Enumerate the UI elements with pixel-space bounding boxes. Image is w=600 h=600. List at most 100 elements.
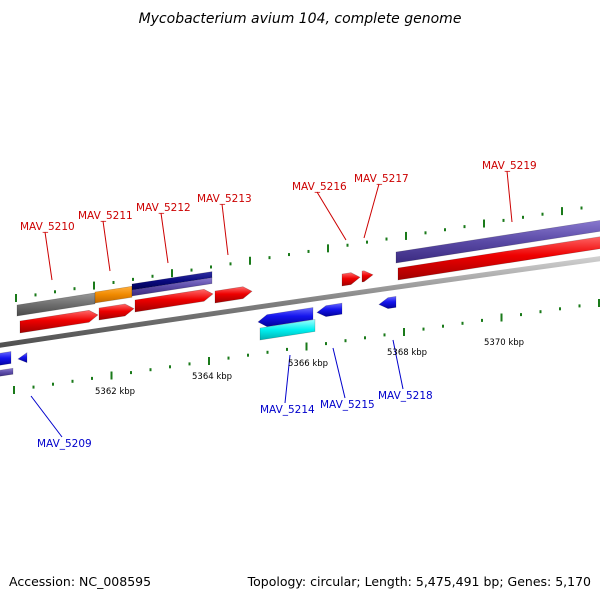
lower-tick xyxy=(266,350,269,354)
lower-tick xyxy=(520,313,522,317)
lower-tick xyxy=(403,328,405,336)
upper-tick xyxy=(210,265,212,269)
upper-tick xyxy=(190,268,193,272)
lower-tick xyxy=(52,382,54,386)
upper-tick xyxy=(112,280,115,284)
gene-label-forward: MAV_5210 xyxy=(20,221,75,233)
backbone-line xyxy=(0,256,600,348)
gene-label-forward: MAV_5216 xyxy=(292,181,347,193)
lower-tick xyxy=(461,321,464,325)
gene-label-reverse: MAV_5218 xyxy=(378,390,433,402)
upper-tick xyxy=(93,281,95,290)
lower-tick xyxy=(149,368,152,372)
lower-tick xyxy=(208,357,210,365)
lower-tick xyxy=(130,371,132,375)
lower-tick xyxy=(578,304,581,308)
gene-label-forward: MAV_5211 xyxy=(78,210,133,222)
gene-bar-gray xyxy=(16,292,96,317)
cds-reverse xyxy=(316,302,343,317)
label-leader-line xyxy=(332,347,346,399)
upper-tick xyxy=(288,253,290,257)
tick-marks xyxy=(13,206,600,394)
cds-forward xyxy=(98,303,135,321)
upper-tick xyxy=(424,231,427,235)
gene-label-reverse: MAV_5215 xyxy=(320,399,375,411)
lower-tick xyxy=(286,347,288,351)
lower-tick xyxy=(422,327,425,331)
lower-tick xyxy=(305,342,308,351)
gene-label-reverse: MAV_5209 xyxy=(37,438,92,450)
gene-label-forward: MAV_5219 xyxy=(482,160,537,172)
cds-forward xyxy=(214,286,253,304)
lower-tick xyxy=(32,385,35,389)
lower-tick xyxy=(500,313,503,322)
upper-tick xyxy=(327,244,329,253)
lower-tick xyxy=(247,353,249,357)
gene-label-forward: MAV_5212 xyxy=(136,202,191,214)
upper-tick xyxy=(561,207,563,216)
cds-forward xyxy=(397,236,600,281)
label-leader-line xyxy=(363,183,380,239)
upper-tick xyxy=(54,290,56,294)
label-leader-line xyxy=(160,212,169,264)
lower-tick xyxy=(481,318,483,322)
upper-tick xyxy=(15,294,17,302)
lower-tick xyxy=(169,365,171,369)
upper-tick xyxy=(502,218,505,222)
label-leader-line xyxy=(102,220,111,272)
gene-bar-purple xyxy=(0,367,14,377)
lower-tick xyxy=(325,342,327,346)
upper-tick xyxy=(34,293,37,297)
cds-reverse xyxy=(378,296,397,309)
upper-tick xyxy=(307,249,310,253)
label-leader-line xyxy=(316,191,347,241)
scale-label: 5366 kbp xyxy=(288,359,328,369)
upper-tick xyxy=(522,215,524,219)
upper-tick xyxy=(268,256,271,260)
scale-labels: 5362 kbp 5364 kbp 5366 kbp 5368 kbp 5370 kbp xyxy=(95,338,524,397)
upper-tick xyxy=(463,225,466,229)
gene-bar-orange xyxy=(94,285,133,304)
upper-tick xyxy=(171,269,173,278)
label-leader-line xyxy=(30,395,63,438)
upper-tick xyxy=(483,219,485,228)
lower-tick xyxy=(227,356,230,360)
genome-backbone xyxy=(0,256,600,348)
lower-tick xyxy=(110,371,113,380)
label-leader-line xyxy=(506,170,513,223)
upper-tick xyxy=(132,277,134,281)
label-leader-line xyxy=(44,231,53,281)
cds-forward xyxy=(134,288,214,313)
label-leader-line xyxy=(392,339,404,390)
gene-bar-purple-long xyxy=(395,220,600,264)
upper-tick xyxy=(366,240,368,244)
lower-tick xyxy=(559,307,561,311)
upper-tick xyxy=(541,212,544,216)
gene-label-reverse: MAV_5214 xyxy=(260,404,315,416)
genome-summary-text: Topology: circular; Length: 5,475,491 bp… xyxy=(247,574,591,589)
gene-label-forward: MAV_5217 xyxy=(354,173,409,185)
gene-features xyxy=(0,220,600,377)
upper-tick xyxy=(580,206,583,210)
scale-label: 5364 kbp xyxy=(192,372,232,382)
upper-tick xyxy=(229,262,232,266)
cds-forward xyxy=(341,272,361,287)
lower-tick xyxy=(91,376,93,380)
upper-tick xyxy=(444,228,446,232)
upper-tick xyxy=(249,256,251,265)
lower-tick xyxy=(344,339,347,343)
rna-feature xyxy=(259,319,316,341)
upper-tick xyxy=(405,231,407,240)
label-leader-line xyxy=(221,203,229,256)
cds-reverse xyxy=(17,352,28,364)
lower-tick xyxy=(598,299,600,307)
accession-text: Accession: NC_008595 xyxy=(9,574,152,589)
scale-label: 5362 kbp xyxy=(95,387,135,397)
upper-tick xyxy=(385,237,388,241)
cds-reverse xyxy=(257,307,314,327)
lower-tick xyxy=(364,336,366,340)
upper-tick xyxy=(151,274,154,278)
gene-label-forward: MAV_5213 xyxy=(197,193,252,205)
